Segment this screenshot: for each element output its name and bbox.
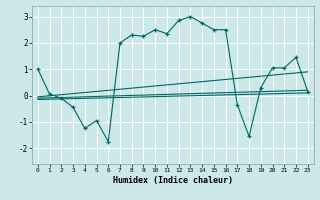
X-axis label: Humidex (Indice chaleur): Humidex (Indice chaleur) [113,176,233,185]
